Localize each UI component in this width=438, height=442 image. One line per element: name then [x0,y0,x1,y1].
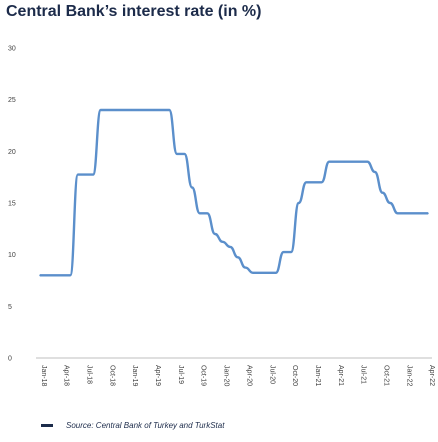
data-point [183,153,186,155]
x-tick-label: Jan-20 [223,365,230,387]
data-point [39,274,41,276]
data-point [229,246,231,248]
x-tick-label: Jul-19 [177,365,184,384]
x-tick-label: Oct-19 [200,365,207,386]
data-point [252,272,254,274]
data-point [69,274,71,276]
data-point [138,109,140,111]
data-point [214,233,216,235]
source-marker [41,424,53,427]
data-point [130,109,132,111]
y-tick-label: 25 [8,97,16,104]
x-tick-label: Oct-20 [291,365,298,386]
data-point [115,109,117,111]
y-tick-label: 15 [8,201,16,208]
data-point [260,272,262,274]
x-tick-label: Jan-19 [131,365,138,387]
x-tick-label: Oct-21 [383,365,390,386]
data-point [145,109,147,111]
data-point [92,174,94,176]
data-point [321,181,323,183]
data-point [77,174,79,176]
x-tick-label: Jan-22 [405,365,412,387]
data-point [100,109,102,111]
source-note: Source: Central Bank of Turkey and TurkS… [66,421,225,430]
data-point [420,212,422,214]
data-point [427,212,429,214]
x-axis: Jan-18 Apr-18 Jul-18 Oct-18 Jan-19 Apr-19 Jul-… [40,365,435,387]
x-tick-label: Jul-20 [268,365,275,384]
data-point [313,181,315,183]
data-point [290,251,292,253]
x-tick-label: Apr-19 [154,365,161,386]
y-tick-label: 0 [8,356,12,363]
data-point [46,274,49,276]
data-point [161,109,163,111]
y-axis: 0 5 10 15 20 25 30 [8,46,16,363]
data-point [107,109,109,111]
x-tick-label: Jan-18 [40,365,47,387]
data-point [282,251,285,253]
x-tick-label: Jan-21 [314,365,321,387]
chart-title: Central Bank’s interest rate (in %) [6,3,262,20]
y-tick-label: 10 [8,252,16,259]
data-point [62,274,64,276]
data-point [381,192,384,194]
data-point [206,212,208,214]
data-point [123,109,125,111]
data-point [336,161,338,163]
data-point [359,161,361,163]
data-point [267,272,269,274]
data-point [351,161,353,163]
x-tick-label: Apr-21 [337,365,344,386]
y-tick-label: 20 [8,149,16,156]
data-point [84,174,87,176]
series-group [39,108,429,277]
data-point [366,161,368,163]
data-point [237,256,239,258]
data-point [54,274,56,276]
data-point [153,109,155,111]
x-tick-label: Apr-20 [245,365,252,386]
data-point [176,153,178,155]
series-line [39,108,429,277]
data-point [343,161,345,163]
data-point [222,241,224,243]
data-point [404,212,406,214]
data-point [168,109,170,111]
x-tick-label: Apr-22 [428,365,435,386]
data-point [298,202,300,204]
data-point [191,186,193,189]
data-point [199,212,201,214]
x-tick-label: Jul-18 [86,365,93,384]
data-point [275,272,277,274]
x-tick-label: Apr-18 [63,365,70,386]
data-point [244,267,246,269]
data-point [397,212,399,214]
y-tick-label: 30 [8,46,16,53]
data-point [328,161,330,163]
data-point [305,181,307,183]
x-tick-label: Oct-18 [108,365,115,386]
data-point [389,202,391,204]
y-tick-label: 5 [8,304,12,311]
data-point [374,171,376,173]
x-tick-label: Jul-21 [360,365,367,384]
data-point [412,212,414,214]
